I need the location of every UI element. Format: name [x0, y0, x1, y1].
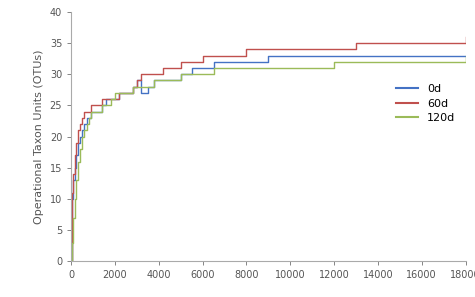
- Legend: 0d, 60d, 120d: 0d, 60d, 120d: [392, 80, 460, 128]
- Y-axis label: Operational Taxon Units (OTUs): Operational Taxon Units (OTUs): [34, 49, 44, 224]
